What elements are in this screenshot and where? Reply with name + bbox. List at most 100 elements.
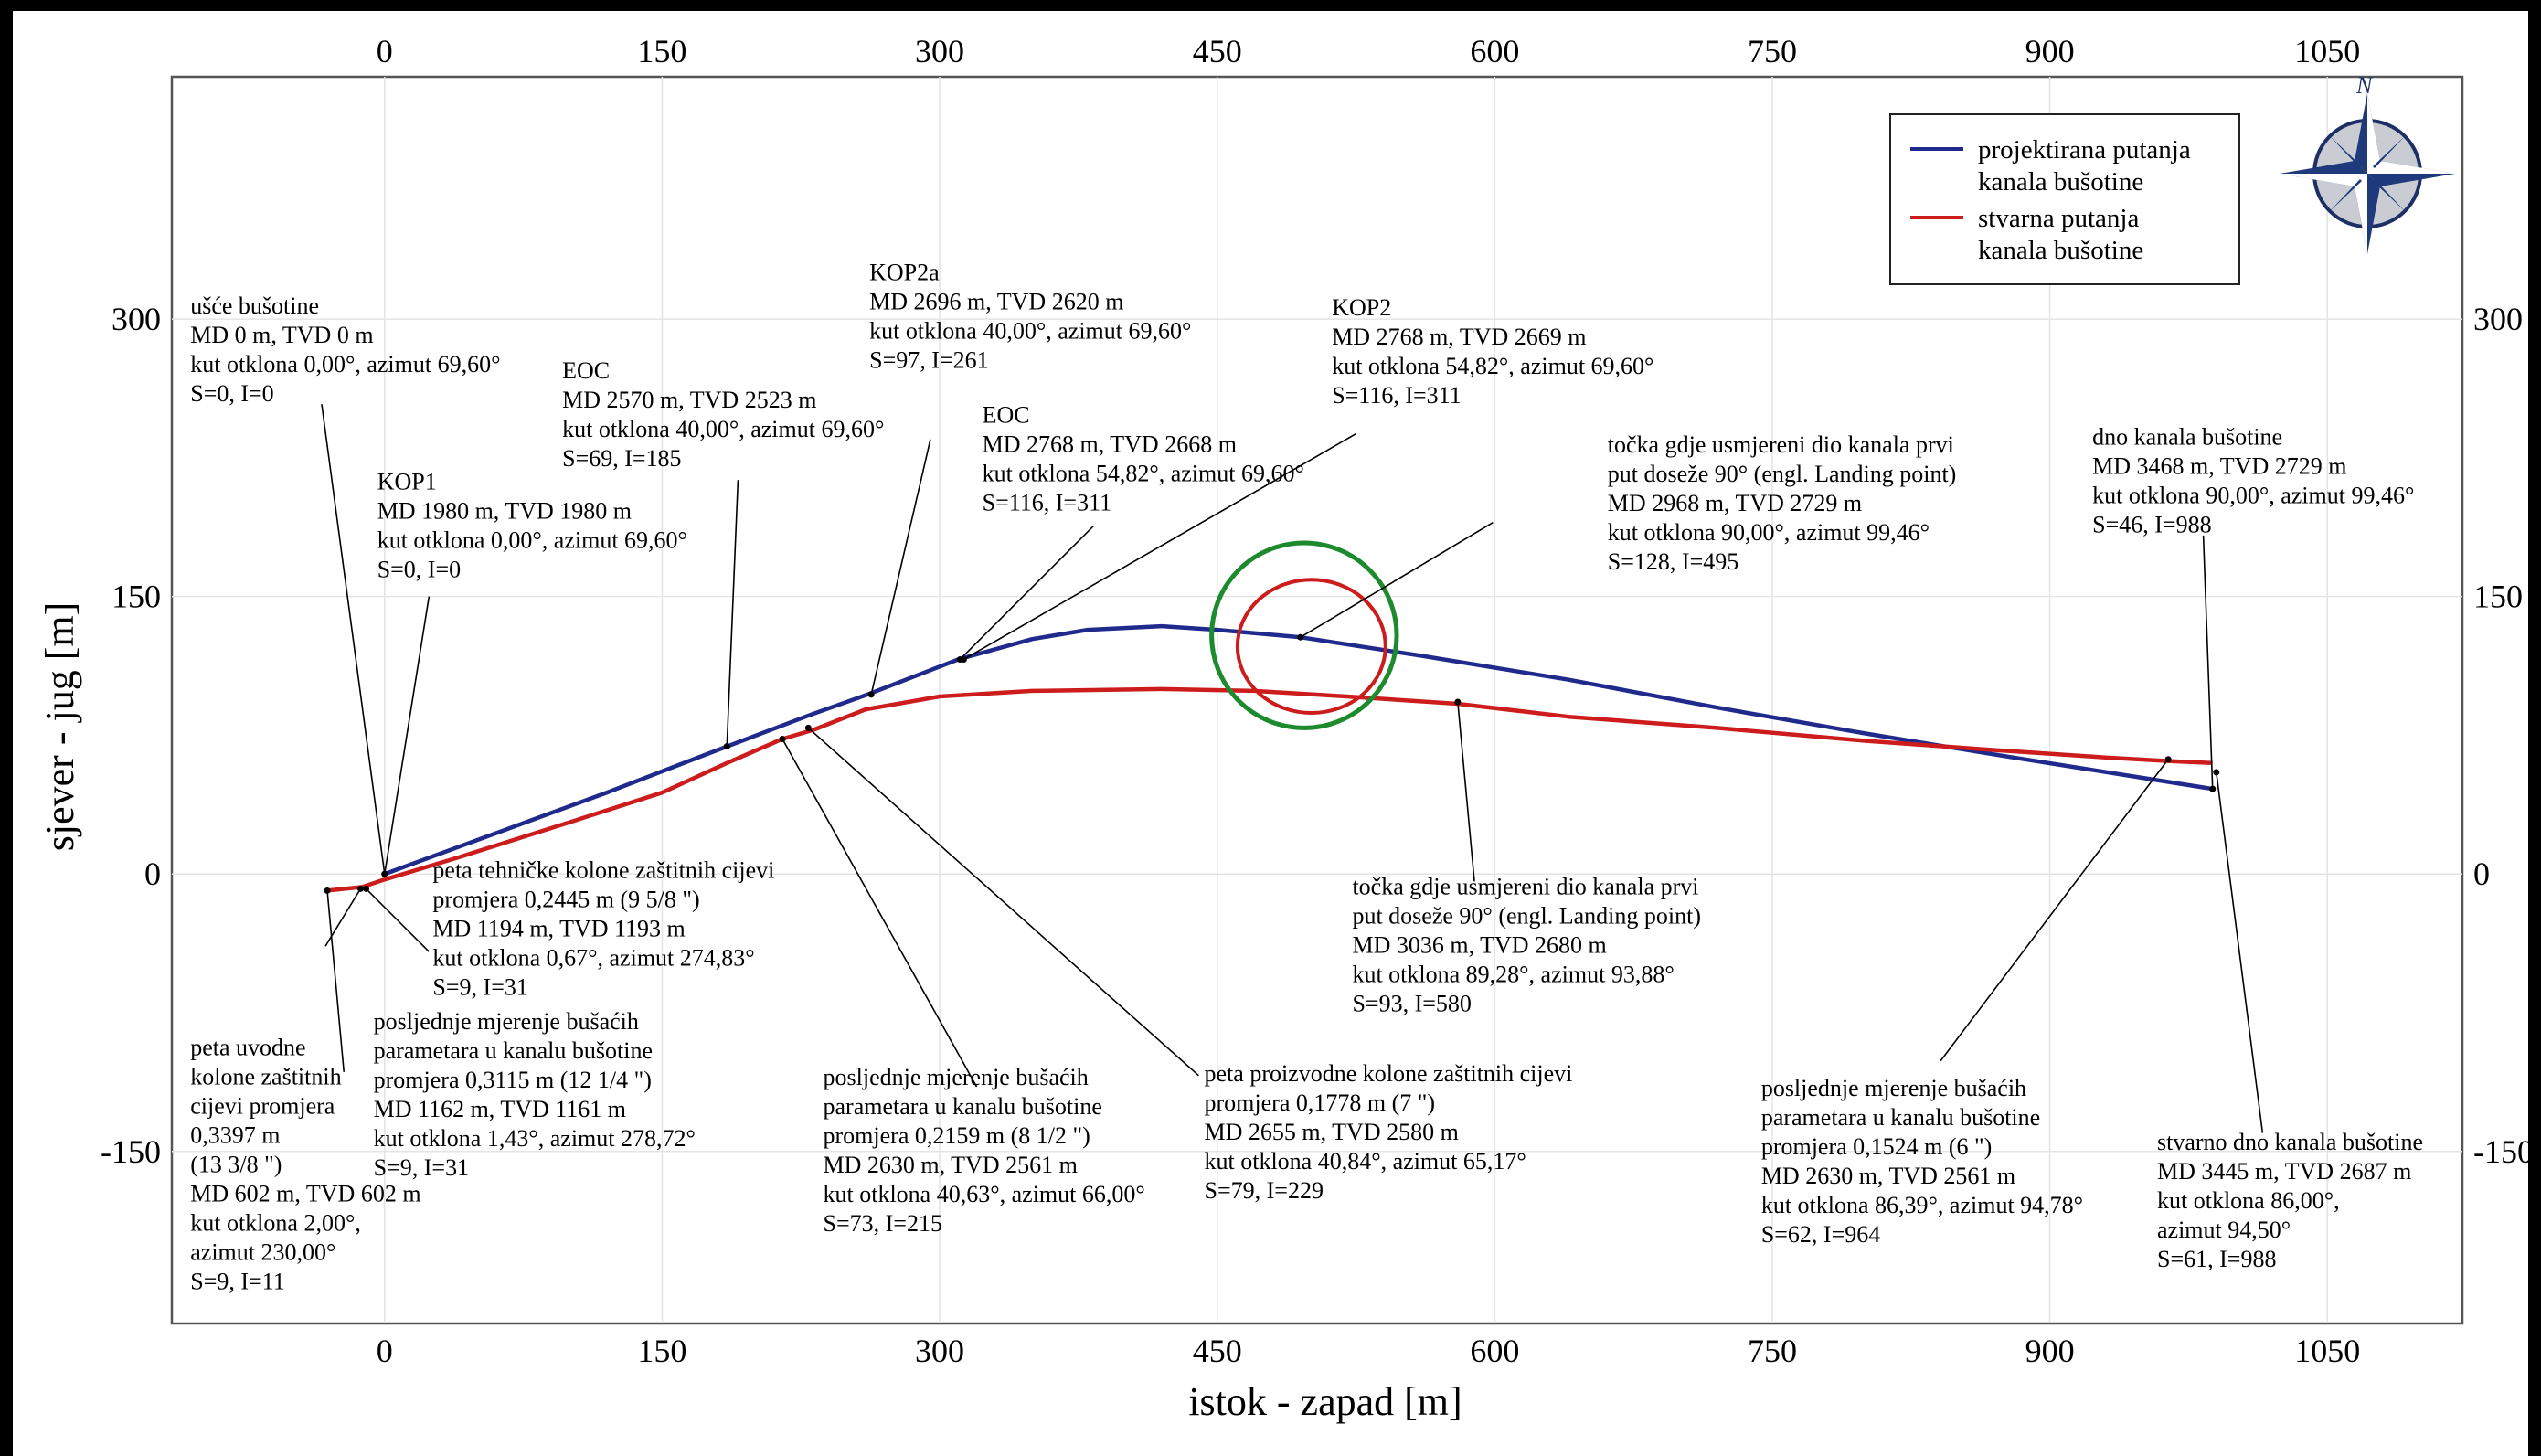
x-tick-label-bottom: 0 — [377, 1333, 393, 1369]
annotation-line: kut otklona 0,00°, azimut 69,60° — [377, 526, 687, 553]
annotation-leader — [726, 480, 739, 747]
annotation-text: dno kanala bušotine MD 3468 m, TVD 2729 m… — [2092, 424, 2414, 538]
legend: projektirana putanja kanala bušotine stva… — [1889, 113, 2240, 285]
annotation-line: MD 2655 m, TVD 2580 m — [1205, 1119, 1459, 1145]
annotation-line: točka gdje usmjereni dio kanala prvi — [1608, 431, 1954, 458]
annotation-line: MD 1162 m, TVD 1161 m — [374, 1096, 626, 1122]
annotation-text: EOC MD 2570 m, TVD 2523 m kut otklona 40,0… — [562, 357, 884, 472]
annotation-line: dno kanala bušotine — [2092, 424, 2282, 451]
x-tick-label-bottom: 450 — [1193, 1333, 1242, 1369]
annotation-text: KOP2a MD 2696 m, TVD 2620 m kut otklona 40… — [869, 260, 1191, 374]
annotation-line: parametara u kanalu bušotine — [824, 1093, 1102, 1120]
annotation-leader — [321, 404, 386, 875]
annotation-text: peta proizvodne kolone zaštitnih cijevi p… — [1205, 1060, 1573, 1204]
x-tick-label-top: 1050 — [2294, 33, 2360, 69]
annotation-line: S=93, I=580 — [1352, 990, 1471, 1016]
svg-text:N: N — [2355, 72, 2374, 99]
annotation-line: posljednje mjerenje bušaćih — [1761, 1075, 2026, 1101]
annotation-text: stvarno dno kanala bušotine MD 3445 m, TV… — [2157, 1129, 2423, 1272]
annotation-leader — [962, 432, 1356, 661]
annotation-line: MD 2570 m, TVD 2523 m — [562, 387, 816, 413]
annotation-marker — [2209, 785, 2217, 792]
x-tick-label-bottom: 300 — [915, 1333, 964, 1369]
annotation-text: posljednje mjerenje bušaćih parametara u … — [1761, 1075, 2083, 1248]
annotation-line: kut otklona 86,00°, — [2157, 1187, 2340, 1214]
y-tick-label-left: 150 — [112, 579, 161, 615]
annotation-line: promjera 0,3115 m (12 1/4 ") — [374, 1067, 652, 1093]
annotation-line: S=73, I=215 — [824, 1210, 942, 1237]
annotation-line: MD 3445 m, TVD 2687 m — [2157, 1158, 2411, 1185]
annotation-line: MD 2630 m, TVD 2561 m — [1761, 1163, 2015, 1189]
x-tick-label-bottom: 150 — [637, 1333, 686, 1369]
annotation-line: S=9, I=31 — [374, 1154, 469, 1181]
annotation-line: put doseže 90° (engl. Landing point) — [1608, 461, 1957, 487]
annotation-marker — [779, 735, 786, 742]
x-tick-label-bottom: 750 — [1748, 1333, 1797, 1369]
y-tick-label-left: -150 — [101, 1133, 161, 1170]
annotation-line: promjera 0,1524 m (6 ") — [1761, 1133, 1993, 1160]
series-line-actual — [326, 686, 2213, 893]
x-tick-label-bottom: 1050 — [2294, 1333, 2360, 1369]
annotation-text: peta uvodne kolone zaštitnih cijevi promje… — [190, 1035, 420, 1295]
annotation-line: MD 2768 m, TVD 2669 m — [1332, 324, 1586, 350]
annotation-line: MD 2768 m, TVD 2668 m — [983, 430, 1237, 457]
annotation-marker — [1454, 698, 1462, 706]
annotations: ušće bušotine MD 0 m, TVD 0 m kut otklona … — [190, 260, 2423, 1295]
annotation-line: kolone zaštitnih — [190, 1064, 341, 1090]
annotation-line: MD 1980 m, TVD 1980 m — [377, 497, 632, 524]
annotation-line: MD 1194 m, TVD 1193 m — [432, 915, 685, 941]
annotation-line: EOC — [562, 357, 610, 384]
annotation-line: S=97, I=261 — [869, 347, 988, 374]
annotation-leader — [1457, 701, 1475, 882]
annotation-leader — [807, 727, 1199, 1077]
legend-label-actual: stvarna putanja kanala bušotine — [1978, 204, 2143, 265]
annotation-line: kut otklona 90,00°, azimut 99,46° — [2092, 483, 2414, 509]
annotation-line: S=116, I=311 — [983, 489, 1112, 515]
annotation-line: S=0, I=0 — [190, 380, 273, 407]
annotation-marker — [363, 885, 370, 892]
annotation-marker — [381, 870, 388, 877]
annotation-line: ušće bušotine — [190, 292, 319, 319]
annotation-line: kut otklona 40,63°, azimut 66,00° — [824, 1181, 1145, 1207]
annotation-line: 0,3397 m — [190, 1122, 280, 1149]
annotation-line: S=116, I=311 — [1332, 382, 1462, 409]
annotation-leader — [365, 887, 430, 952]
x-tick-label-top: 0 — [377, 33, 393, 69]
annotation-text: posljednje mjerenje bušaćih parametara u … — [824, 1064, 1145, 1237]
annotation-line: MD 2630 m, TVD 2561 m — [824, 1152, 1078, 1178]
annotation-line: S=0, I=0 — [377, 556, 461, 582]
annotation-line: kut otklona 40,00°, azimut 69,60° — [869, 318, 1191, 345]
annotation-line: S=62, I=964 — [1761, 1221, 1880, 1248]
annotation-line: S=9, I=11 — [190, 1269, 284, 1295]
annotation-line: MD 2968 m, TVD 2729 m — [1608, 490, 1862, 516]
annotation-line: točka gdje usmjereni dio kanala prvi — [1352, 873, 1698, 899]
compass-rose-icon: N — [2280, 72, 2455, 254]
annotation-text: ušće bušotine MD 0 m, TVD 0 m kut otklona … — [190, 292, 500, 407]
annotation-marker — [324, 887, 331, 894]
annotation-line: kut otklona 0,00°, azimut 69,60° — [190, 351, 500, 377]
annotation-leader — [1300, 522, 1494, 638]
y-tick-label-right: 150 — [2473, 579, 2523, 615]
x-tick-label-bottom: 600 — [1470, 1333, 1519, 1369]
annotation-line: azimut 94,50° — [2157, 1217, 2291, 1243]
x-tick-label-top: 450 — [1193, 33, 1242, 69]
annotation-text: točka gdje usmjereni dio kanala prvi put … — [1352, 873, 1701, 1016]
tick-labels: 0 0 150 150 300 300 450 450 600 600 750 750 900 900 10… — [101, 33, 2534, 1369]
annotation-text: EOC MD 2768 m, TVD 2668 m kut otklona 54,8… — [983, 401, 1304, 515]
annotation-marker — [804, 724, 812, 731]
annotation-line: posljednje mjerenje bušaćih — [374, 1008, 639, 1035]
annotation-line: EOC — [983, 401, 1030, 428]
y-axis-label: sjever - jug [m] — [37, 602, 82, 851]
series — [326, 623, 2214, 893]
y-tick-label-left: 0 — [144, 856, 161, 892]
annotation-line: MD 602 m, TVD 602 m — [190, 1181, 420, 1207]
annotation-line: S=69, I=185 — [562, 445, 681, 472]
annotation-line: cijevi promjera — [190, 1093, 335, 1120]
x-tick-label-top: 750 — [1748, 33, 1797, 69]
annotation-leader — [870, 439, 931, 696]
annotation-line: KOP2a — [869, 260, 940, 286]
annotation-line: stvarno dno kanala bušotine — [2157, 1129, 2423, 1155]
annotation-line: kut otklona 54,82°, azimut 69,60° — [983, 460, 1304, 486]
annotation-line: kut otklona 40,84°, azimut 65,17° — [1205, 1148, 1526, 1174]
landing-circle-outer — [1209, 540, 1399, 730]
